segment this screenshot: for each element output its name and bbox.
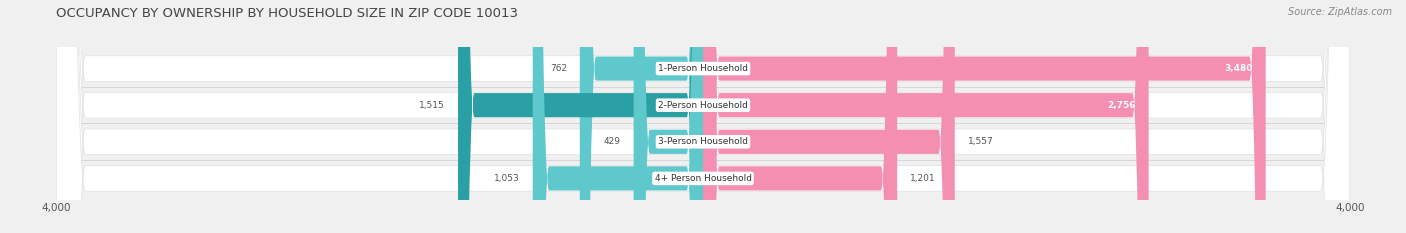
Text: 1,053: 1,053 <box>494 174 520 183</box>
Text: 762: 762 <box>550 64 567 73</box>
FancyBboxPatch shape <box>56 0 1350 233</box>
Text: 3-Person Household: 3-Person Household <box>658 137 748 146</box>
FancyBboxPatch shape <box>634 0 703 233</box>
Text: 1-Person Household: 1-Person Household <box>658 64 748 73</box>
Text: Source: ZipAtlas.com: Source: ZipAtlas.com <box>1288 7 1392 17</box>
FancyBboxPatch shape <box>533 0 703 233</box>
Text: 3,480: 3,480 <box>1225 64 1253 73</box>
Text: 1,515: 1,515 <box>419 101 446 110</box>
Text: 2,756: 2,756 <box>1107 101 1136 110</box>
Text: OCCUPANCY BY OWNERSHIP BY HOUSEHOLD SIZE IN ZIP CODE 10013: OCCUPANCY BY OWNERSHIP BY HOUSEHOLD SIZE… <box>56 7 519 20</box>
Text: 2-Person Household: 2-Person Household <box>658 101 748 110</box>
Text: 1,557: 1,557 <box>967 137 994 146</box>
Text: 1,201: 1,201 <box>910 174 936 183</box>
FancyBboxPatch shape <box>703 0 1149 233</box>
Text: 429: 429 <box>603 137 620 146</box>
FancyBboxPatch shape <box>703 0 897 233</box>
FancyBboxPatch shape <box>458 0 703 233</box>
FancyBboxPatch shape <box>703 0 1265 233</box>
FancyBboxPatch shape <box>579 0 703 233</box>
FancyBboxPatch shape <box>56 0 1350 233</box>
FancyBboxPatch shape <box>56 0 1350 233</box>
FancyBboxPatch shape <box>703 0 955 233</box>
Text: 4+ Person Household: 4+ Person Household <box>655 174 751 183</box>
FancyBboxPatch shape <box>56 0 1350 233</box>
